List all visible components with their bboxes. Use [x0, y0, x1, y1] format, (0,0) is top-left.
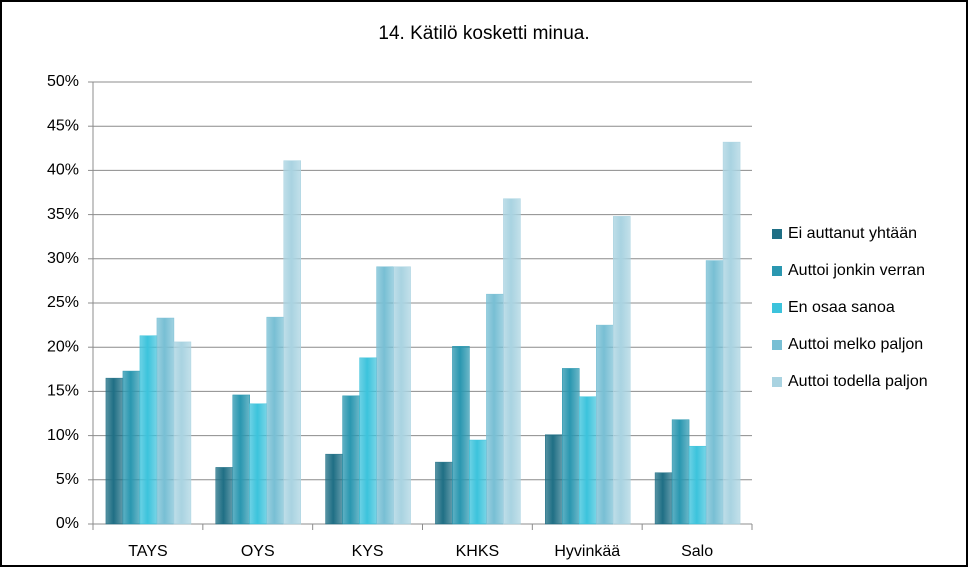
bar	[393, 266, 411, 525]
y-tick-label: 35%	[47, 206, 79, 223]
bar	[435, 461, 453, 525]
x-tick-label: Hyvinkää	[554, 543, 620, 560]
bar	[671, 419, 690, 525]
bar	[562, 368, 580, 525]
bar	[469, 439, 487, 525]
bar	[249, 403, 267, 525]
chart-title: 14. Kätilö kosketti minua.	[378, 23, 589, 44]
bar	[722, 141, 741, 525]
bar	[122, 370, 141, 525]
bar	[359, 357, 377, 525]
bar	[545, 434, 563, 525]
y-tick-label: 50%	[47, 73, 79, 90]
bar	[579, 396, 597, 525]
bar	[654, 472, 673, 525]
legend-label: Auttoi todella paljon	[788, 373, 928, 390]
bar	[376, 266, 394, 525]
x-tick-label: OYS	[241, 543, 275, 560]
y-tick-label: 25%	[47, 294, 79, 311]
bar	[215, 467, 233, 525]
x-tick-label: TAYS	[128, 543, 167, 560]
y-tick-label: 20%	[47, 338, 79, 355]
bar	[232, 394, 250, 525]
legend-label: Ei auttanut yhtään	[788, 225, 917, 242]
x-tick-label: Salo	[681, 543, 713, 560]
legend-label: En osaa sanoa	[788, 299, 895, 316]
y-tick-label: 45%	[47, 117, 79, 134]
bar	[283, 160, 301, 525]
y-tick-label: 15%	[47, 383, 79, 400]
bar	[156, 317, 175, 525]
bar	[173, 341, 192, 525]
legend-label: Auttoi jonkin verran	[788, 262, 925, 279]
y-tick-label: 5%	[56, 471, 79, 488]
y-tick-label: 30%	[47, 250, 79, 267]
bar	[705, 260, 724, 525]
bar	[688, 445, 707, 525]
bar	[503, 198, 521, 525]
legend-swatch	[772, 229, 782, 239]
bar	[325, 453, 343, 525]
bar	[613, 216, 631, 525]
bar	[105, 377, 124, 525]
x-tick-label: KHKS	[456, 543, 500, 560]
legend-label: Auttoi melko paljon	[788, 336, 923, 353]
legend-swatch	[772, 266, 782, 276]
legend-swatch	[772, 340, 782, 350]
bar	[342, 395, 360, 525]
y-tick-label: 10%	[47, 427, 79, 444]
y-tick-label: 40%	[47, 162, 79, 179]
bar	[266, 316, 284, 525]
bar	[139, 335, 158, 525]
y-tick-label: 0%	[56, 515, 79, 532]
bar	[596, 324, 614, 525]
legend-swatch	[772, 303, 782, 313]
bar	[452, 346, 470, 525]
bar	[486, 293, 504, 525]
x-tick-label: KYS	[352, 543, 384, 560]
legend-swatch	[772, 377, 782, 387]
